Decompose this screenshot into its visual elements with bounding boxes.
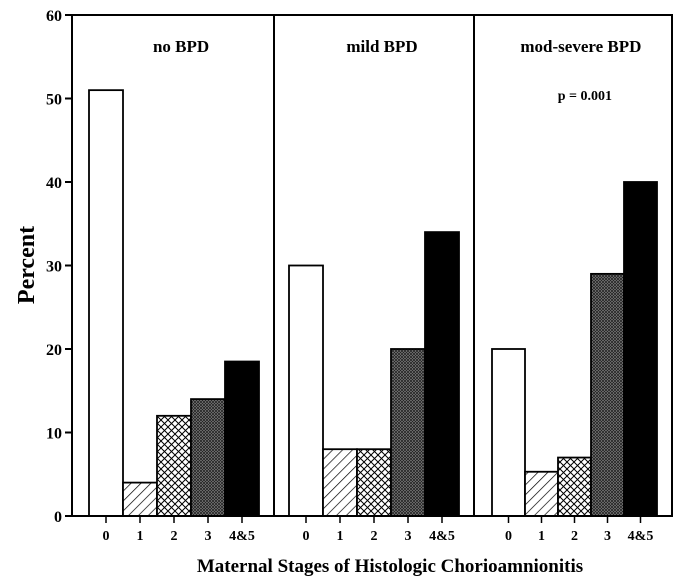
bar-1-mod-severe-bpd — [524, 470, 559, 517]
y-axis-label: Percent — [14, 226, 40, 304]
y-tick-label: 50 — [46, 92, 62, 109]
bar-0-mild-bpd — [288, 264, 324, 517]
bar-2-mod-severe-bpd — [557, 456, 592, 517]
category-label: 4&5 — [628, 529, 654, 544]
category-label: 4&5 — [429, 529, 455, 544]
category-label: 2 — [371, 529, 378, 544]
category-label: 1 — [137, 529, 144, 544]
panel-title: no BPD — [153, 37, 209, 56]
bar-4and5-mild-bpd — [424, 231, 460, 517]
y-tick-label: 30 — [46, 259, 62, 276]
category-label: 2 — [171, 529, 178, 544]
panel-title: mild BPD — [346, 37, 417, 56]
category-label: 3 — [604, 529, 611, 544]
bar-0-no-bpd — [88, 89, 124, 517]
y-tick-label: 40 — [46, 175, 62, 192]
bar-2-no-bpd — [156, 414, 192, 517]
category-label: 1 — [337, 529, 344, 544]
bar-3-mod-severe-bpd — [590, 272, 625, 517]
panel-title: mod-severe BPD — [520, 37, 641, 56]
bar-2-mild-bpd — [356, 448, 392, 517]
category-label: 3 — [405, 529, 412, 544]
p-value-annotation: p = 0.001 — [558, 89, 612, 104]
y-tick-label: 60 — [46, 8, 62, 25]
bar-3-mild-bpd — [390, 348, 426, 517]
bar-4and5-mod-severe-bpd — [623, 181, 658, 517]
y-tick-label: 20 — [46, 342, 62, 359]
category-label: 3 — [205, 529, 212, 544]
bar-0-mod-severe-bpd — [491, 348, 526, 517]
category-label: 2 — [571, 529, 578, 544]
category-label: 0 — [303, 529, 310, 544]
bar-3-no-bpd — [190, 398, 226, 517]
bar-4and5-no-bpd — [224, 360, 260, 517]
y-tick-label: 10 — [46, 426, 62, 443]
category-label: 0 — [103, 529, 110, 544]
bar-1-no-bpd — [122, 481, 158, 517]
category-label: 1 — [538, 529, 545, 544]
category-label: 4&5 — [229, 529, 255, 544]
bar-1-mild-bpd — [322, 448, 358, 517]
category-label: 0 — [505, 529, 512, 544]
y-tick-label: 0 — [54, 509, 62, 526]
x-axis-label: Maternal Stages of Histologic Chorioamni… — [197, 556, 583, 577]
